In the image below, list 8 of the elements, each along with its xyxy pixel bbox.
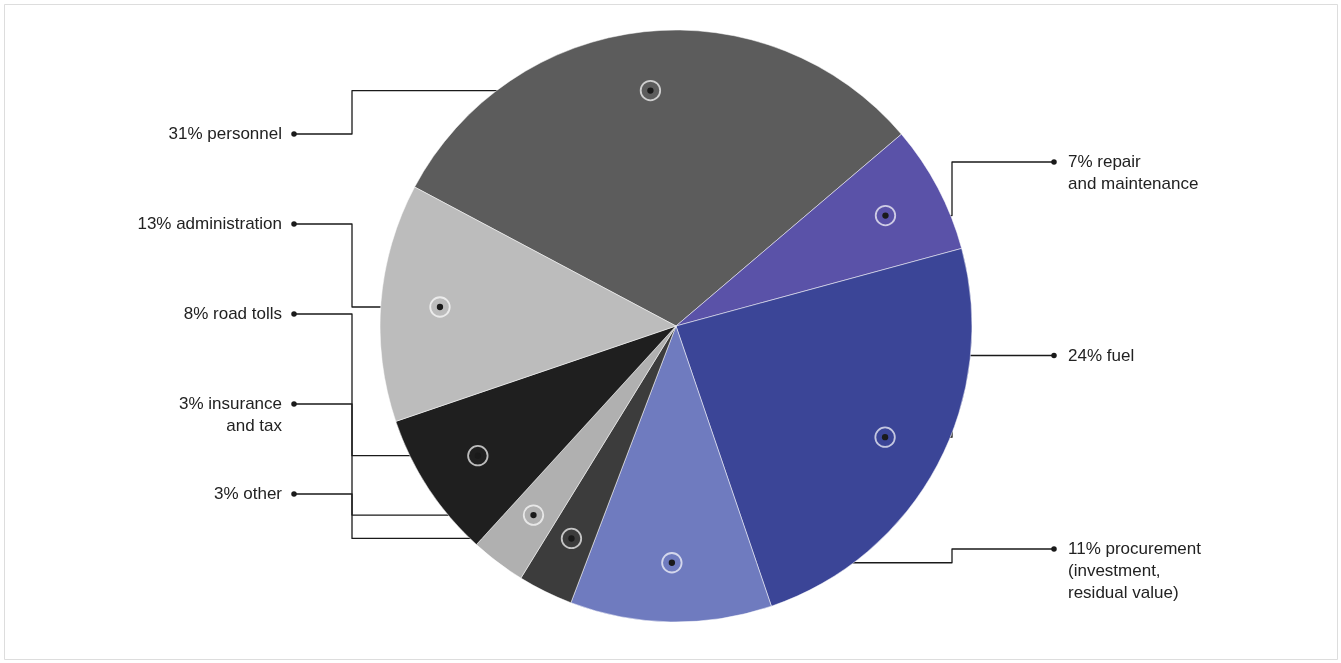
slice-label: 11% procurement (investment, residual value)	[1068, 539, 1202, 602]
slice-label: 13% administration	[137, 214, 282, 233]
slice-label: 24% fuel	[1068, 345, 1135, 365]
slice-label: 31% personnel	[168, 124, 282, 143]
slice-label: 3% other	[213, 484, 283, 503]
slice-label: 7% repair and maintenance	[1068, 152, 1199, 193]
slice-label: 8% road tolls	[183, 304, 282, 323]
slice-label: 3% insurance and tax	[178, 394, 283, 435]
